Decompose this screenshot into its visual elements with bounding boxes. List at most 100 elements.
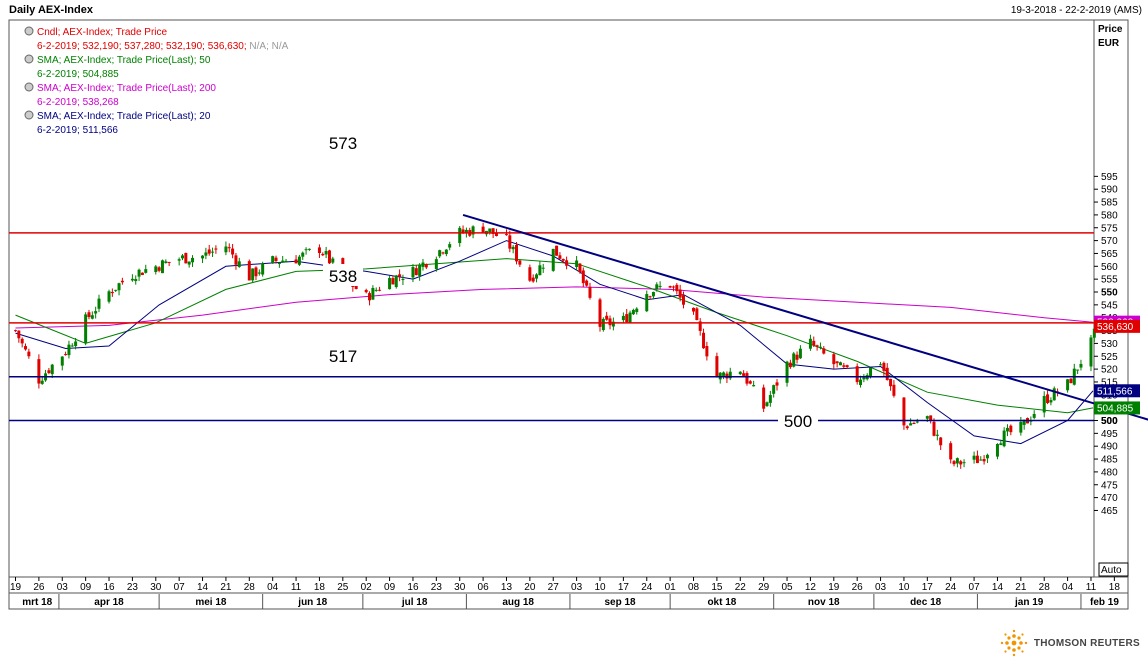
x-tick-label: 06: [478, 582, 490, 593]
candle-down: [354, 284, 358, 289]
y-tick-label: 500: [1101, 416, 1118, 427]
candle-down: [227, 247, 231, 249]
legend-values: 6-2-2019; 538,268: [37, 97, 119, 108]
x-tick-label: 25: [337, 582, 349, 593]
candle-up: [60, 356, 64, 366]
candle-up: [575, 260, 579, 268]
candle-down: [585, 280, 589, 286]
x-tick-label: 04: [267, 582, 279, 593]
candle-down: [889, 378, 893, 387]
candle-down: [812, 340, 816, 346]
candle-down: [742, 373, 746, 376]
x-tick-label: 29: [758, 582, 770, 593]
candle-down: [481, 226, 485, 233]
legend-icon[interactable]: [24, 26, 34, 36]
x-tick-label: 17: [922, 582, 934, 593]
candle-down: [561, 258, 565, 261]
candle-down: [815, 345, 819, 347]
legend-box: [22, 23, 332, 135]
badge-sma20: 511,566: [1097, 386, 1133, 397]
candle-up: [738, 371, 742, 375]
candle-down: [788, 362, 792, 368]
candle-down: [17, 330, 21, 339]
candle-down: [905, 426, 909, 429]
date-range: 19-3-2018 - 22-2-2019 (AMS): [1010, 5, 1142, 16]
auto-scale-button[interactable]: Auto: [1101, 565, 1122, 576]
y-tick-label: 580: [1101, 210, 1118, 221]
candle-up: [324, 250, 328, 255]
legend-icon[interactable]: [24, 82, 34, 92]
candle-down: [668, 285, 672, 288]
candle-up: [869, 367, 873, 378]
candle-up: [1002, 430, 1006, 447]
candle-up: [458, 227, 462, 244]
candle-up: [297, 256, 301, 265]
candle-up: [160, 260, 164, 274]
thomson-reuters-logo: THOMSON REUTERS: [1000, 629, 1140, 657]
brand-text: THOMSON REUTERS: [1033, 637, 1140, 649]
candle-down: [364, 289, 368, 293]
candle-down: [678, 289, 682, 298]
x-tick-label: 21: [1015, 582, 1027, 593]
legend-values: 6-2-2019; 511,566: [37, 125, 118, 136]
candle-up: [859, 379, 863, 385]
legend-values: 6-2-2019; 532,190; 537,280; 532,190; 536…: [37, 41, 289, 52]
candle-up: [752, 385, 756, 387]
sma200-line-group: [15, 286, 1094, 329]
legend-icon[interactable]: [24, 54, 34, 64]
candle-up: [70, 345, 74, 347]
price-axis-title: Price: [1098, 24, 1123, 35]
level-500-label: 500: [784, 412, 812, 431]
candle-down: [605, 315, 609, 320]
candle-down: [398, 274, 402, 277]
candle-up: [655, 284, 659, 290]
candle-up: [1079, 363, 1083, 368]
candle-down: [929, 415, 933, 421]
candle-down: [932, 421, 936, 436]
level-517-label: 517: [329, 347, 357, 366]
candle-up: [645, 294, 649, 312]
month-label: feb 19: [1090, 597, 1119, 608]
candle-up: [304, 249, 308, 251]
candle-up: [999, 443, 1003, 446]
candle-down: [698, 321, 702, 331]
candle-down: [762, 387, 766, 409]
x-tick-label: 03: [571, 582, 583, 593]
candle-down: [892, 384, 896, 396]
x-tick-label: 23: [127, 582, 139, 593]
y-tick-label: 595: [1101, 172, 1118, 183]
candle-up: [204, 252, 208, 256]
y-tick-label: 545: [1101, 300, 1118, 311]
candle-down: [835, 361, 839, 364]
x-tick-label: 02: [361, 582, 373, 593]
level-573-label-bg: [323, 131, 363, 153]
candle-up: [972, 455, 976, 460]
legend-icon[interactable]: [24, 110, 34, 120]
candle-up: [187, 261, 191, 265]
candle-up: [394, 275, 398, 288]
candle-up: [1076, 369, 1080, 371]
candle-up: [401, 279, 405, 281]
candle-up: [621, 315, 625, 321]
candle-up: [84, 314, 88, 343]
candle-down: [27, 351, 31, 357]
candle-down: [64, 354, 68, 356]
sma50-line: [15, 258, 1094, 414]
candle-up: [1019, 421, 1023, 433]
candle-up: [464, 229, 468, 234]
candle-up: [277, 262, 281, 265]
legend-values: 6-2-2019; 504,885: [37, 69, 119, 80]
candle-up: [284, 260, 288, 263]
auto-scale-button-bg[interactable]: [1098, 562, 1129, 577]
x-tick-label: 11: [291, 582, 302, 593]
candles-group: [14, 222, 1100, 469]
x-tick-label: 11: [1086, 582, 1097, 593]
month-label: mrt 18: [22, 597, 52, 608]
candle-up: [1005, 427, 1009, 432]
x-tick-label: 07: [174, 582, 186, 593]
candle-up: [251, 268, 255, 281]
y-tick-label: 470: [1101, 493, 1118, 504]
candle-up: [201, 255, 205, 259]
level-538-label-bg: [323, 264, 363, 286]
